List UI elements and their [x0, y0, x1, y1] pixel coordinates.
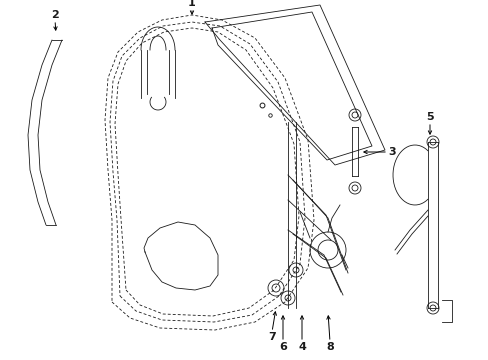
Text: 3: 3: [387, 147, 395, 157]
Text: 8: 8: [325, 342, 333, 352]
Text: 6: 6: [279, 342, 286, 352]
Text: 7: 7: [267, 332, 275, 342]
Text: 1: 1: [188, 0, 196, 8]
Text: 4: 4: [298, 342, 305, 352]
Text: 5: 5: [426, 112, 433, 122]
Text: 2: 2: [51, 10, 59, 20]
